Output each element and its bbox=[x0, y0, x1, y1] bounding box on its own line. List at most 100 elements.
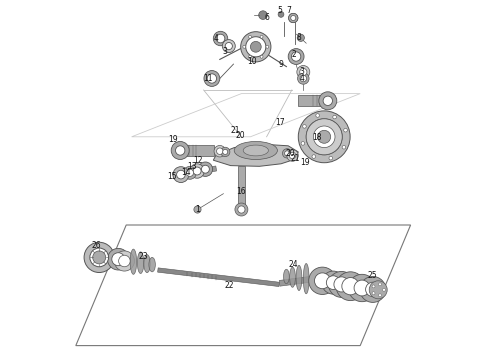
Circle shape bbox=[354, 280, 370, 296]
Text: 18: 18 bbox=[312, 133, 322, 142]
Circle shape bbox=[119, 255, 130, 267]
Text: 22: 22 bbox=[224, 281, 234, 289]
Circle shape bbox=[222, 40, 235, 53]
Circle shape bbox=[342, 278, 359, 295]
Ellipse shape bbox=[137, 252, 144, 274]
Circle shape bbox=[316, 114, 319, 117]
Circle shape bbox=[175, 146, 185, 155]
Circle shape bbox=[343, 129, 347, 132]
Circle shape bbox=[328, 271, 354, 297]
Text: 21: 21 bbox=[291, 154, 300, 163]
Text: 3: 3 bbox=[299, 68, 304, 77]
Circle shape bbox=[379, 283, 381, 286]
Circle shape bbox=[183, 166, 196, 179]
Ellipse shape bbox=[149, 257, 155, 272]
Text: 7: 7 bbox=[287, 5, 292, 14]
Circle shape bbox=[84, 242, 114, 273]
Circle shape bbox=[238, 206, 245, 213]
Polygon shape bbox=[213, 144, 298, 166]
Ellipse shape bbox=[284, 269, 289, 284]
Circle shape bbox=[245, 37, 266, 57]
Circle shape bbox=[173, 167, 189, 183]
Circle shape bbox=[193, 167, 201, 175]
Circle shape bbox=[306, 119, 342, 155]
Text: 4: 4 bbox=[299, 74, 304, 83]
Circle shape bbox=[334, 277, 349, 292]
Circle shape bbox=[323, 96, 333, 105]
Circle shape bbox=[260, 35, 263, 38]
Circle shape bbox=[326, 276, 340, 289]
Text: 10: 10 bbox=[247, 57, 257, 66]
Ellipse shape bbox=[296, 265, 302, 291]
Circle shape bbox=[336, 272, 365, 301]
Circle shape bbox=[342, 145, 346, 149]
Circle shape bbox=[222, 149, 228, 154]
Circle shape bbox=[289, 13, 298, 23]
Polygon shape bbox=[172, 166, 217, 178]
Circle shape bbox=[372, 292, 375, 294]
Circle shape bbox=[300, 75, 307, 82]
Circle shape bbox=[306, 119, 342, 155]
Circle shape bbox=[321, 271, 345, 294]
Circle shape bbox=[289, 13, 298, 23]
Text: 6: 6 bbox=[265, 13, 270, 22]
Circle shape bbox=[241, 32, 271, 62]
Circle shape bbox=[278, 12, 284, 17]
Text: 3: 3 bbox=[223, 46, 228, 55]
Circle shape bbox=[204, 71, 220, 86]
Circle shape bbox=[360, 276, 386, 302]
Circle shape bbox=[301, 141, 305, 145]
Text: 11: 11 bbox=[203, 74, 213, 83]
Ellipse shape bbox=[290, 267, 295, 287]
Circle shape bbox=[289, 152, 296, 159]
Circle shape bbox=[248, 55, 251, 58]
Text: 14: 14 bbox=[181, 168, 191, 177]
Circle shape bbox=[379, 294, 381, 297]
Circle shape bbox=[186, 169, 194, 176]
Circle shape bbox=[329, 156, 333, 160]
Circle shape bbox=[266, 45, 269, 48]
Circle shape bbox=[243, 45, 245, 48]
Circle shape bbox=[259, 11, 268, 19]
Circle shape bbox=[291, 15, 296, 21]
Circle shape bbox=[190, 164, 204, 178]
Circle shape bbox=[207, 74, 217, 83]
Circle shape bbox=[198, 162, 213, 176]
Circle shape bbox=[194, 206, 201, 213]
Text: 25: 25 bbox=[368, 271, 378, 280]
Polygon shape bbox=[180, 145, 215, 156]
Text: 15: 15 bbox=[168, 172, 177, 181]
Circle shape bbox=[297, 73, 309, 84]
Text: 4: 4 bbox=[214, 34, 219, 43]
Text: 9: 9 bbox=[278, 60, 283, 69]
Circle shape bbox=[114, 251, 134, 271]
Text: 13: 13 bbox=[187, 162, 196, 171]
Circle shape bbox=[333, 115, 337, 119]
Circle shape bbox=[315, 273, 330, 289]
Text: 21: 21 bbox=[230, 126, 240, 135]
Ellipse shape bbox=[130, 249, 137, 274]
Circle shape bbox=[366, 282, 380, 297]
Circle shape bbox=[312, 155, 316, 158]
Circle shape bbox=[285, 151, 290, 156]
Text: 24: 24 bbox=[289, 260, 298, 269]
Text: 12: 12 bbox=[193, 156, 202, 165]
Text: 23: 23 bbox=[139, 252, 148, 261]
Text: 2: 2 bbox=[291, 50, 296, 59]
Ellipse shape bbox=[234, 141, 277, 159]
Circle shape bbox=[171, 141, 189, 159]
Circle shape bbox=[369, 281, 387, 299]
Circle shape bbox=[348, 274, 376, 302]
Circle shape bbox=[201, 165, 209, 173]
Text: 17: 17 bbox=[275, 118, 285, 127]
Text: 20: 20 bbox=[285, 149, 295, 158]
Polygon shape bbox=[298, 95, 328, 106]
Circle shape bbox=[216, 34, 225, 43]
Circle shape bbox=[214, 145, 225, 157]
Circle shape bbox=[372, 285, 375, 288]
Circle shape bbox=[292, 52, 301, 61]
Circle shape bbox=[107, 248, 129, 270]
Text: 26: 26 bbox=[92, 241, 101, 250]
Circle shape bbox=[213, 31, 228, 46]
Circle shape bbox=[217, 148, 223, 154]
